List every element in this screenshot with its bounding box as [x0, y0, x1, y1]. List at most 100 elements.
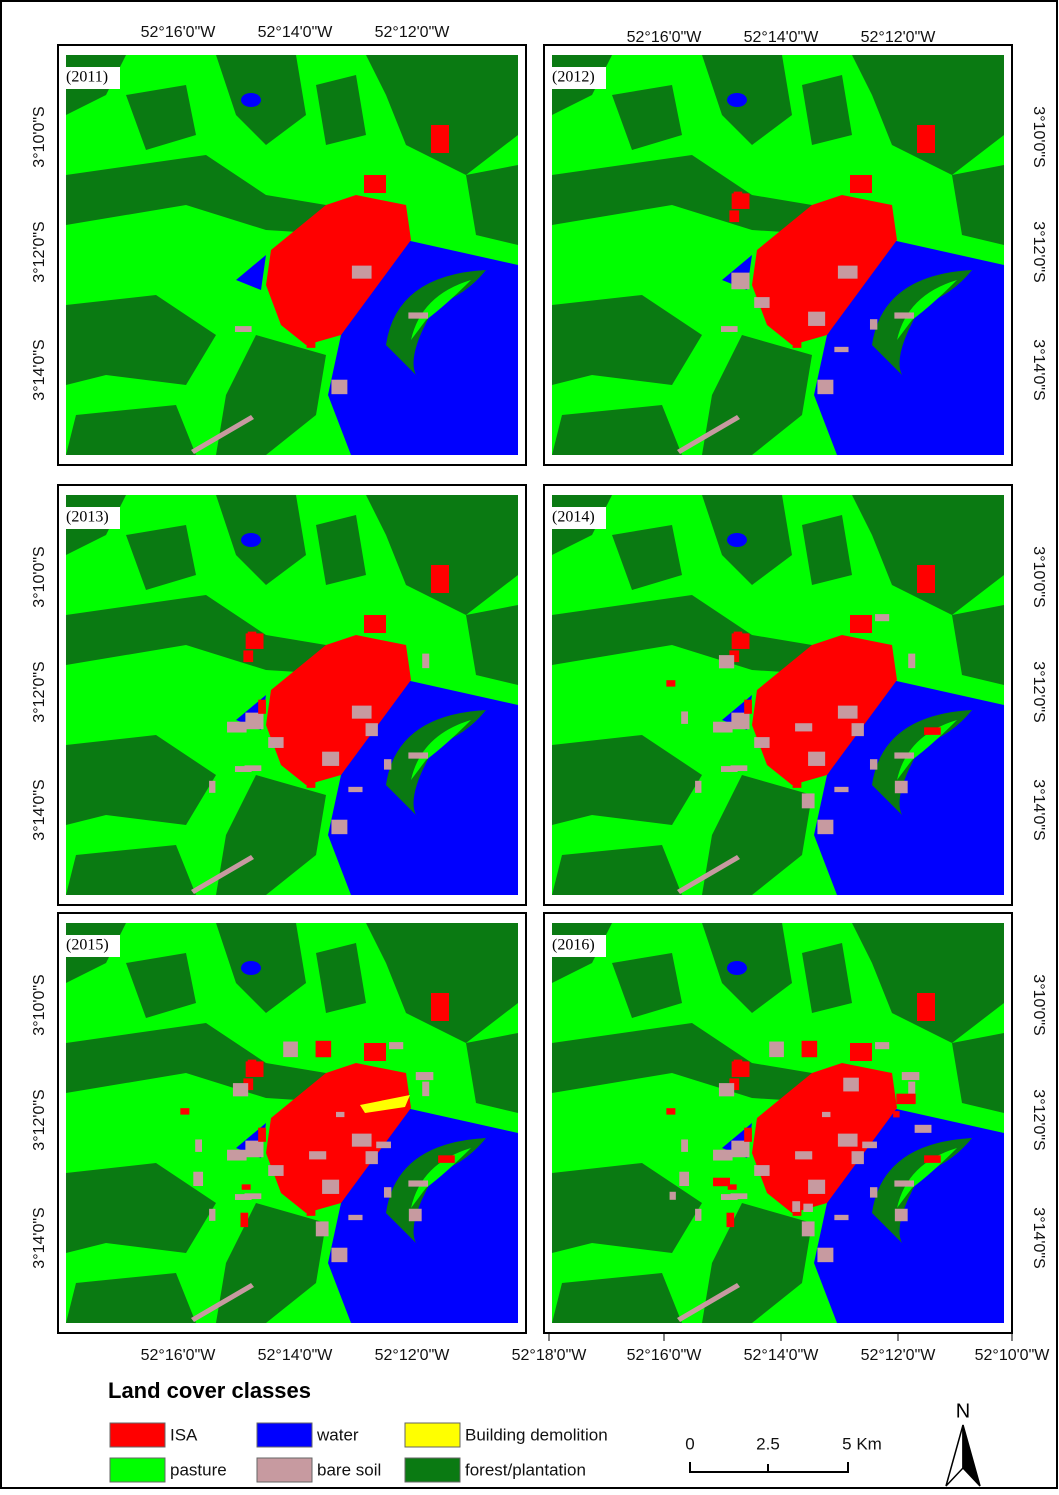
lon-label: 52°16'0"W: [627, 29, 703, 46]
map-image: [552, 495, 1004, 895]
soil-patch: [808, 312, 825, 326]
soil-patch: [681, 711, 688, 723]
soil-patch: [233, 1083, 248, 1096]
soil-patch: [331, 1248, 347, 1262]
map-panel: (2014): [544, 485, 1012, 905]
soil-patch: [283, 1042, 298, 1058]
panel-year: (2015): [66, 937, 109, 954]
north-label: N: [956, 1400, 970, 1422]
soil-patch: [352, 266, 372, 279]
soil-patch: [329, 1082, 347, 1090]
soil-patch: [227, 1150, 247, 1161]
soil-patch: [808, 752, 825, 766]
soil-patch: [731, 1141, 749, 1158]
soil-patch: [803, 1204, 813, 1212]
soil-patch: [209, 781, 215, 793]
soil-patch: [348, 787, 362, 792]
scale-label: 5 Km: [842, 1434, 882, 1453]
lat-label: 3°12'0"S: [1030, 1089, 1047, 1150]
soil-patch: [713, 1178, 730, 1187]
soil-patch: [838, 706, 858, 719]
lon-label: 52°14'0"W: [744, 29, 820, 46]
soil-patch: [316, 1221, 329, 1236]
soil-patch: [895, 781, 908, 793]
soil-patch: [695, 781, 701, 793]
lat-label: 3°12'0"S: [1030, 661, 1047, 722]
soil-patch: [915, 1125, 932, 1133]
soil-patch: [852, 1151, 864, 1164]
map-image: [66, 55, 518, 455]
soil-patch: [307, 340, 316, 348]
soil-patch: [822, 1112, 830, 1117]
soil-patch: [245, 713, 263, 730]
lon-label: 52°12'0"W: [375, 1347, 451, 1364]
soil-patch: [352, 1134, 372, 1147]
soil-patch: [307, 780, 316, 788]
lat-label: 3°10'0"S: [31, 974, 48, 1035]
legend-swatch: [110, 1458, 165, 1482]
legend-label: pasture: [170, 1460, 227, 1479]
soil-patch: [870, 319, 877, 329]
soil-patch: [422, 1082, 429, 1097]
soil-patch: [817, 380, 833, 394]
soil-patch: [893, 1111, 899, 1117]
lon-label: 52°12'0"W: [861, 1347, 937, 1364]
legend-swatch: [405, 1423, 460, 1447]
lon-label: 52°10'0"W: [975, 1347, 1051, 1364]
soil-patch: [322, 1180, 339, 1194]
legend-label: forest/plantation: [465, 1460, 586, 1479]
soil-patch: [438, 1155, 455, 1163]
soil-patch: [353, 639, 367, 652]
soil-patch: [309, 1151, 326, 1159]
lon-label: 52°18'0"W: [512, 1347, 588, 1364]
soil-patch: [754, 297, 769, 308]
legend-label: Building demolition: [465, 1425, 608, 1444]
soil-patch: [843, 1078, 859, 1092]
map-image: [552, 923, 1004, 1323]
soil-patch: [744, 1128, 752, 1142]
soil-patch: [838, 1134, 858, 1147]
lon-label: 52°16'0"W: [627, 1347, 703, 1364]
soil-patch: [769, 1042, 784, 1058]
legend-label: bare soil: [317, 1460, 381, 1479]
soil-patch: [731, 1193, 748, 1199]
soil-patch: [241, 1213, 249, 1227]
soil-patch: [839, 639, 853, 652]
lat-label: 3°14'0"S: [31, 339, 48, 400]
soil-patch: [670, 1192, 676, 1200]
soil-patch: [731, 713, 749, 730]
soil-patch: [894, 1180, 914, 1186]
map-image: [66, 923, 518, 1323]
soil-patch: [268, 1165, 283, 1176]
figure: (2011)(2012)(2013)(2014)(2015)(2016) 3°1…: [0, 0, 1059, 1490]
soil-patch: [681, 1139, 688, 1151]
soil-patch: [322, 752, 339, 766]
soil-patch: [834, 787, 848, 792]
panel-year: (2013): [66, 509, 109, 526]
soil-patch: [329, 654, 347, 662]
map-panel: (2015): [58, 913, 526, 1333]
soil-patch: [808, 1180, 825, 1194]
soil-patch: [307, 1208, 316, 1216]
soil-patch: [366, 723, 378, 736]
soil-patch: [331, 380, 347, 394]
map-image: [552, 55, 1004, 455]
legend-swatch: [257, 1458, 312, 1482]
soil-patch: [894, 312, 914, 318]
soil-patch: [408, 312, 428, 318]
map-panel: (2013): [58, 485, 526, 905]
soil-patch: [348, 1215, 362, 1220]
map-panel: (2011): [58, 45, 526, 465]
soil-patch: [792, 1201, 800, 1212]
soil-patch: [815, 654, 833, 662]
soil-patch: [896, 1094, 915, 1104]
soil-patch: [243, 650, 253, 662]
soil-patch: [408, 752, 428, 758]
soil-patch: [195, 1139, 202, 1151]
soil-patch: [258, 700, 266, 714]
legend-label: water: [316, 1425, 359, 1444]
lon-label: 52°16'0"W: [141, 1347, 217, 1364]
lat-label: 3°12'0"S: [1030, 221, 1047, 282]
soil-patch: [666, 680, 675, 686]
panel-year: (2016): [552, 937, 595, 954]
